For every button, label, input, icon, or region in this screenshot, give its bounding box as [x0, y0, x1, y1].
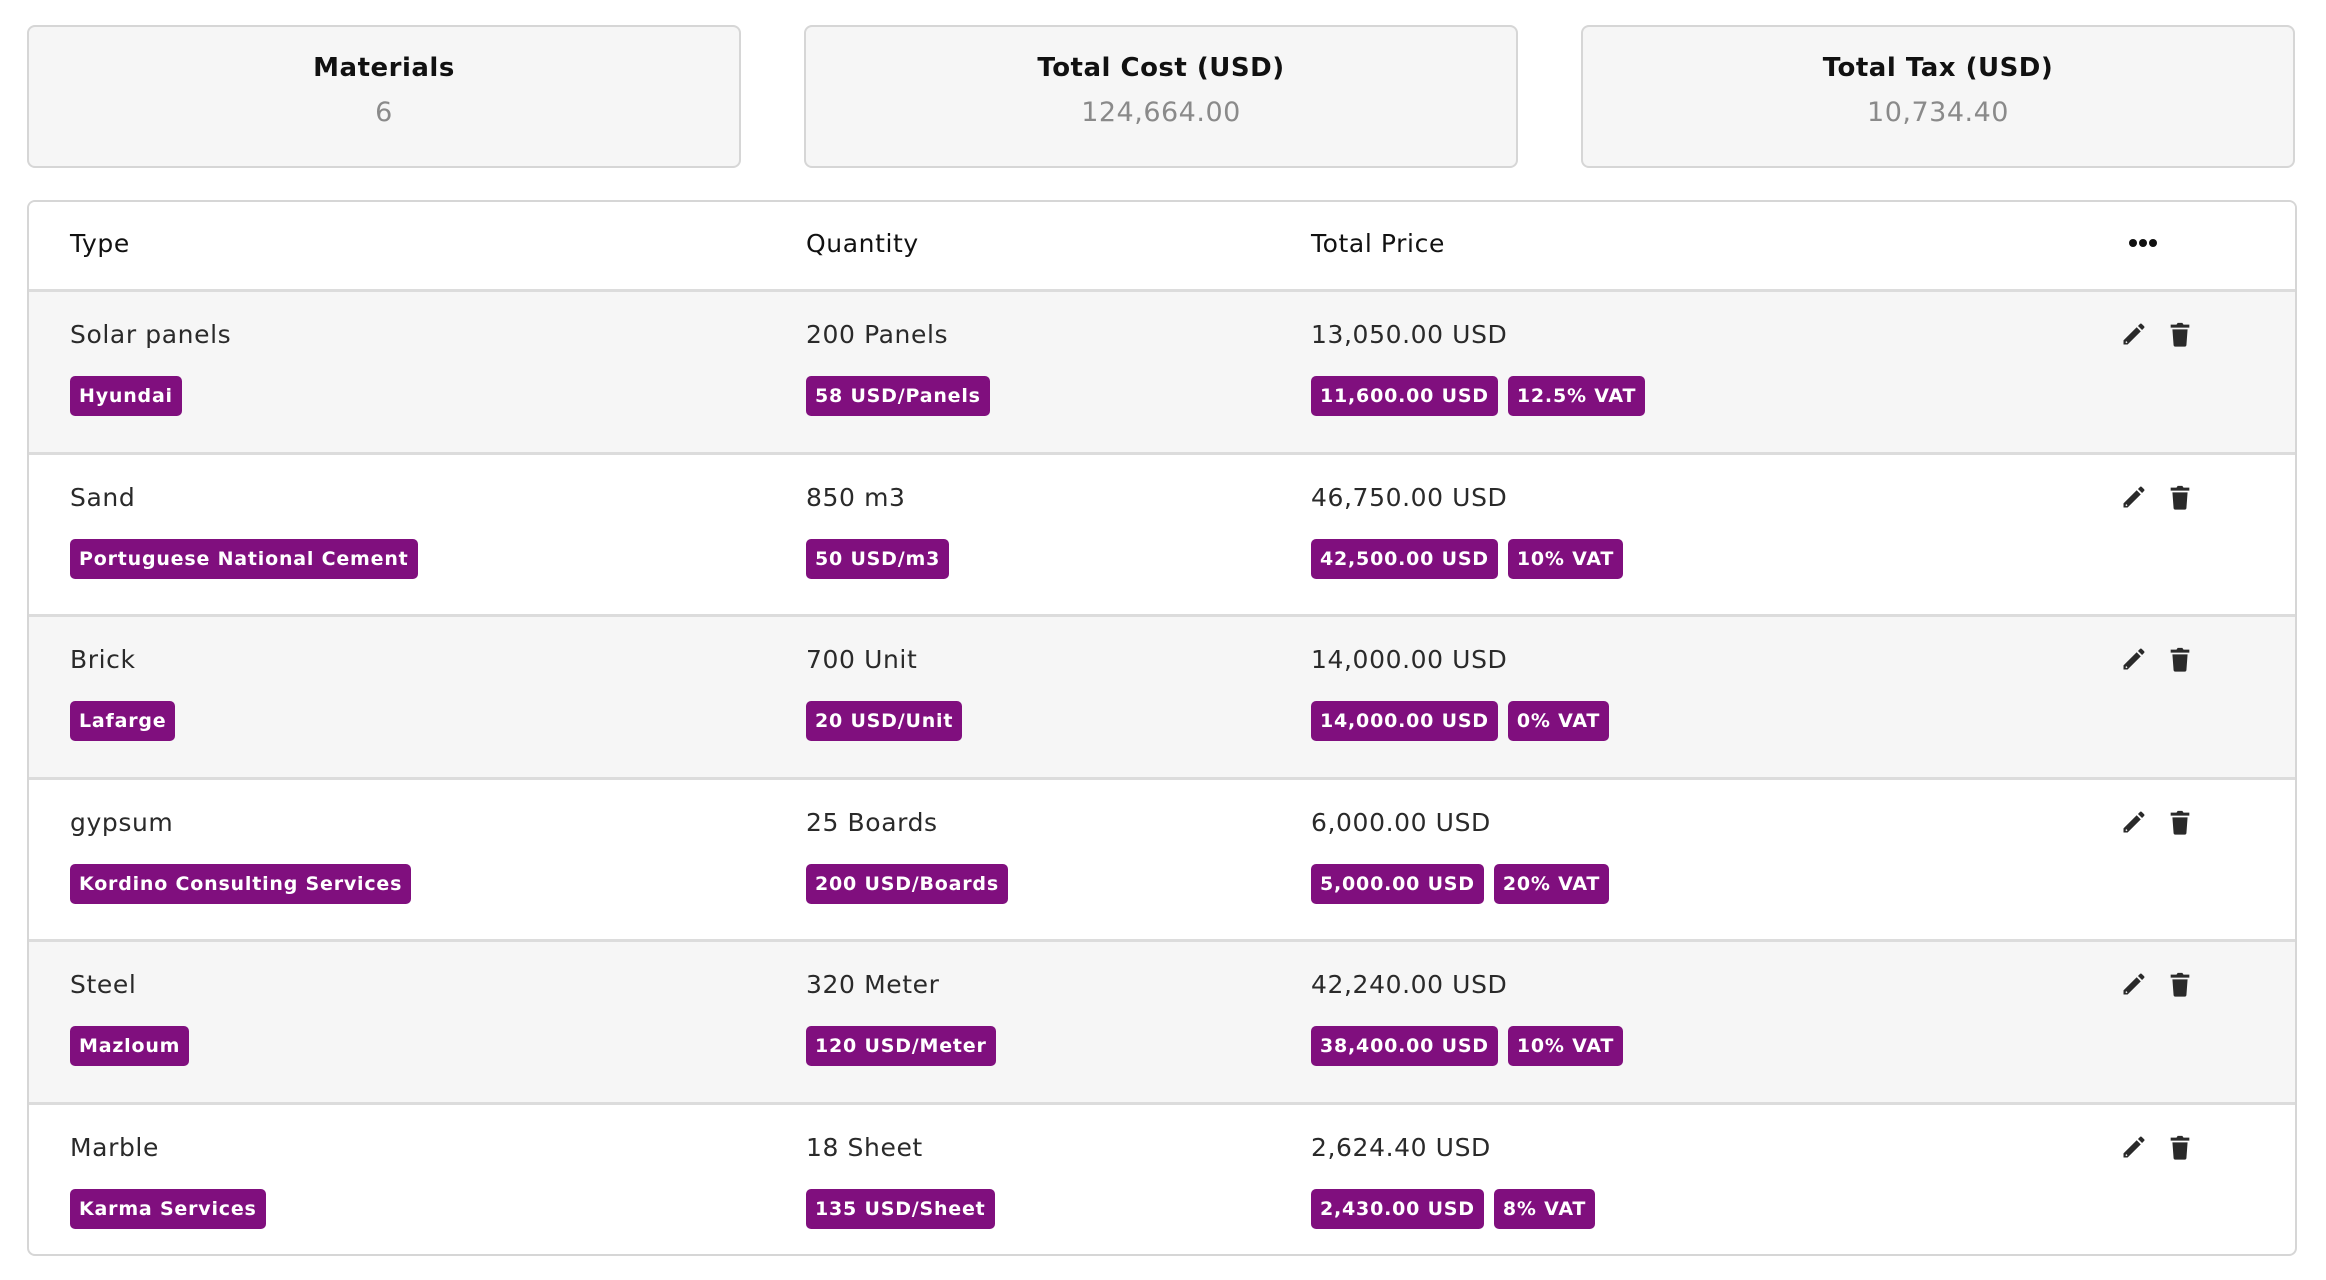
material-type: Solar panels [70, 320, 232, 349]
delete-trash-icon[interactable] [2166, 483, 2194, 511]
vat-badge: 8% VAT [1493, 1188, 1596, 1229]
supplier-badge: Lafarge [70, 701, 176, 741]
quantity: 18 Sheet [806, 1132, 923, 1162]
summary-card-total-cost: Total Cost (USD) 124,664.00 [804, 25, 1518, 168]
unit-price-badge: 20 USD/Unit [806, 701, 963, 741]
summary-value: 124,664.00 [1081, 97, 1241, 128]
summary-title: Total Tax (USD) [1822, 53, 2054, 83]
summary-card-total-tax: Total Tax (USD) 10,734.40 [1581, 25, 2295, 168]
table-row: Steel Mazloum 320 Meter 120 USD/Meter 42… [29, 942, 2295, 1105]
quantity: 320 Meter [806, 970, 940, 999]
subtotal-badge: 5,000.00 USD [1311, 863, 1484, 904]
header-total-price: Total Price [1311, 229, 1445, 258]
table-row: Solar panels Hyundai 200 Panels 58 USD/P… [29, 292, 2295, 455]
summary-value: 6 [375, 97, 393, 128]
total-price: 14,000.00 USD [1311, 645, 1508, 674]
edit-pencil-icon[interactable] [2120, 970, 2148, 998]
delete-trash-icon[interactable] [2166, 808, 2194, 836]
quantity: 850 m3 [806, 482, 906, 512]
edit-pencil-icon[interactable] [2120, 1133, 2148, 1161]
material-type: Brick [70, 645, 136, 674]
summary-value: 10,734.40 [1867, 97, 2009, 128]
vat-badge: 0% VAT [1507, 701, 1610, 741]
subtotal-badge: 38,400.00 USD [1311, 1026, 1498, 1066]
more-horizontal-icon[interactable] [2129, 238, 2157, 248]
edit-pencil-icon[interactable] [2120, 808, 2148, 836]
edit-pencil-icon[interactable] [2120, 645, 2148, 673]
header-type: Type [70, 229, 130, 258]
supplier-badge: Portuguese National Cement [70, 538, 418, 579]
material-type: gypsum [70, 807, 174, 837]
edit-pencil-icon[interactable] [2120, 483, 2148, 511]
subtotal-badge: 14,000.00 USD [1311, 701, 1498, 741]
unit-price-badge: 200 USD/Boards [806, 863, 1008, 904]
vat-badge: 10% VAT [1507, 538, 1624, 579]
unit-price-badge: 135 USD/Sheet [806, 1188, 995, 1229]
total-price: 46,750.00 USD [1311, 482, 1508, 512]
supplier-badge: Mazloum [70, 1026, 190, 1066]
table-row: gypsum Kordino Consulting Services 25 Bo… [29, 780, 2295, 942]
table-row: Brick Lafarge 700 Unit 20 USD/Unit 14,00… [29, 617, 2295, 780]
total-price: 13,050.00 USD [1311, 320, 1508, 349]
material-type: Marble [70, 1132, 159, 1162]
supplier-badge: Kordino Consulting Services [70, 863, 412, 904]
unit-price-badge: 50 USD/m3 [806, 538, 950, 579]
summary-title: Materials [313, 53, 455, 83]
unit-price-badge: 120 USD/Meter [806, 1026, 996, 1066]
table-header: Type Quantity Total Price [29, 202, 2295, 292]
total-price: 6,000.00 USD [1311, 807, 1491, 837]
quantity: 700 Unit [806, 645, 918, 674]
vat-badge: 10% VAT [1507, 1026, 1624, 1066]
delete-trash-icon[interactable] [2166, 320, 2194, 348]
total-price: 2,624.40 USD [1311, 1132, 1491, 1162]
material-type: Sand [70, 482, 136, 512]
header-quantity: Quantity [806, 229, 919, 258]
delete-trash-icon[interactable] [2166, 1133, 2194, 1161]
summary-title: Total Cost (USD) [1037, 53, 1285, 83]
vat-badge: 12.5% VAT [1507, 376, 1646, 416]
summary-card-materials: Materials 6 [27, 25, 741, 168]
unit-price-badge: 58 USD/Panels [806, 376, 990, 416]
supplier-badge: Karma Services [70, 1188, 266, 1229]
vat-badge: 20% VAT [1493, 863, 1610, 904]
material-type: Steel [70, 970, 137, 999]
subtotal-badge: 11,600.00 USD [1311, 376, 1498, 416]
table-row: Sand Portuguese National Cement 850 m3 5… [29, 455, 2295, 617]
quantity: 25 Boards [806, 807, 938, 837]
delete-trash-icon[interactable] [2166, 645, 2194, 673]
edit-pencil-icon[interactable] [2120, 320, 2148, 348]
subtotal-badge: 42,500.00 USD [1311, 538, 1498, 579]
quantity: 200 Panels [806, 320, 949, 349]
delete-trash-icon[interactable] [2166, 970, 2194, 998]
table-row: Marble Karma Services 18 Sheet 135 USD/S… [29, 1105, 2295, 1255]
supplier-badge: Hyundai [70, 376, 182, 416]
subtotal-badge: 2,430.00 USD [1311, 1188, 1484, 1229]
total-price: 42,240.00 USD [1311, 970, 1508, 999]
materials-table: Type Quantity Total Price Solar panels H… [27, 200, 2297, 1256]
